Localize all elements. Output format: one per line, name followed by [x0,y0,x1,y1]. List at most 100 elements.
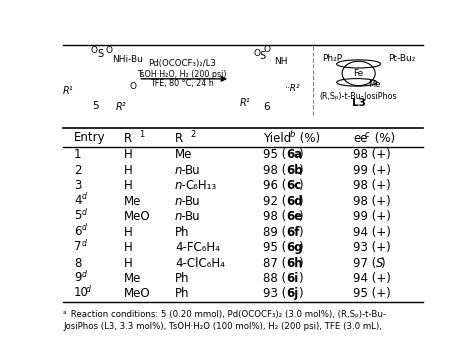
Text: Pd(OCOCF₃)₂/L3: Pd(OCOCF₃)₂/L3 [148,59,216,68]
Text: d: d [82,223,86,232]
Text: Me: Me [368,80,380,89]
Text: 5: 5 [92,101,99,111]
Text: R¹: R¹ [63,86,73,96]
Text: O: O [254,49,261,58]
Text: d: d [82,270,86,279]
Text: TFE, 80 °C, 24 h: TFE, 80 °C, 24 h [150,79,214,88]
Text: 6: 6 [263,102,270,112]
Text: b: b [290,130,295,139]
Text: Reaction conditions: 5 (0.20 mmol), Pd(OCOCF₃)₂ (3.0 mol%), (R,Sₚ)-t-Bu-: Reaction conditions: 5 (0.20 mmol), Pd(O… [68,310,386,319]
Text: ): ) [299,210,303,223]
Text: 9: 9 [74,271,82,284]
Text: 98 (: 98 ( [263,210,286,223]
Text: ): ) [299,272,303,285]
Text: O: O [105,46,112,55]
Text: Me: Me [124,272,141,285]
Text: 1: 1 [139,130,144,139]
Text: O: O [263,44,270,54]
Text: Me: Me [175,148,192,161]
Text: n-: n- [175,195,187,208]
Text: ): ) [299,241,303,254]
Text: 6d: 6d [286,195,302,208]
Text: ee: ee [353,132,368,145]
Text: Bu: Bu [185,210,201,223]
Text: 89 (: 89 ( [263,226,286,239]
Text: 8: 8 [74,257,82,270]
Text: 93 (: 93 ( [263,287,286,300]
Text: 92 (: 92 ( [263,195,286,208]
Text: 93 (+): 93 (+) [353,241,391,254]
Text: Ph₂P: Ph₂P [322,54,342,63]
Text: ): ) [380,257,385,270]
Text: 6: 6 [74,225,82,238]
Text: S: S [98,49,104,59]
Text: 95 (: 95 ( [263,241,286,254]
Text: Bu: Bu [185,164,201,177]
Text: 6g: 6g [286,241,302,254]
Text: 10: 10 [74,286,89,299]
Text: 98 (+): 98 (+) [353,148,391,161]
Text: 96 (: 96 ( [263,179,286,192]
Text: ): ) [299,226,303,239]
Text: ): ) [299,164,303,177]
Text: ): ) [299,287,303,300]
Text: n-: n- [175,164,187,177]
Text: 2: 2 [74,164,82,177]
Text: 3: 3 [74,179,82,192]
Text: O: O [129,82,136,92]
Text: L3: L3 [352,98,365,108]
Text: (%): (%) [296,132,320,145]
Text: H: H [124,148,132,161]
Text: d: d [82,193,86,201]
Text: NH: NH [274,57,288,66]
Text: S: S [259,51,265,61]
Text: ): ) [299,257,303,270]
Text: 98 (+): 98 (+) [353,195,391,208]
Text: C₆H₁₃: C₆H₁₃ [185,179,217,192]
Text: Bu: Bu [185,195,201,208]
Text: H: H [124,179,132,192]
Text: 2: 2 [191,130,196,139]
Text: H: H [124,241,132,254]
Text: 6f: 6f [286,226,300,239]
Text: n-: n- [175,210,187,223]
Text: ): ) [299,148,303,161]
Text: Ph: Ph [175,287,190,300]
Text: 94 (+): 94 (+) [353,226,391,239]
Text: d: d [86,285,91,294]
Text: Fe: Fe [354,69,364,78]
Text: 98 (: 98 ( [263,164,286,177]
Text: 6b: 6b [286,164,302,177]
Text: H: H [124,226,132,239]
Text: 6a: 6a [286,148,302,161]
Text: Entry: Entry [74,131,106,144]
Text: Ph: Ph [175,226,190,239]
Text: H: H [124,257,132,270]
Text: ··R²: ··R² [285,84,301,93]
Text: 95 (: 95 ( [263,148,286,161]
Text: 88 (: 88 ( [263,272,286,285]
Text: 6j: 6j [286,287,298,300]
Text: 87 (: 87 ( [263,257,286,270]
Text: c: c [364,130,369,139]
Text: R²: R² [116,102,127,112]
Text: 4-ClC₆H₄: 4-ClC₆H₄ [175,257,225,270]
Text: R: R [175,132,183,145]
Text: 97 (: 97 ( [353,257,376,270]
Text: 99 (+): 99 (+) [353,210,391,223]
Text: Me: Me [124,195,141,208]
Text: 6h: 6h [286,257,302,270]
Text: n-: n- [175,179,187,192]
Text: (R,Sₚ)-t-Bu-JosiPhos: (R,Sₚ)-t-Bu-JosiPhos [320,92,398,101]
Text: 6e: 6e [286,210,302,223]
Text: 99 (+): 99 (+) [353,164,391,177]
Text: d: d [82,239,86,248]
Text: Yield: Yield [263,132,292,145]
Text: ): ) [299,179,303,192]
Text: d: d [82,208,86,217]
Text: 95 (+): 95 (+) [353,287,391,300]
Text: 98 (+): 98 (+) [353,179,391,192]
Text: O: O [91,46,98,55]
Text: JosiPhos (L3, 3.3 mol%), TsOH·H₂O (100 mol%), H₂ (200 psi), TFE (3.0 mL),: JosiPhos (L3, 3.3 mol%), TsOH·H₂O (100 m… [63,322,382,331]
Text: 4: 4 [74,194,82,207]
